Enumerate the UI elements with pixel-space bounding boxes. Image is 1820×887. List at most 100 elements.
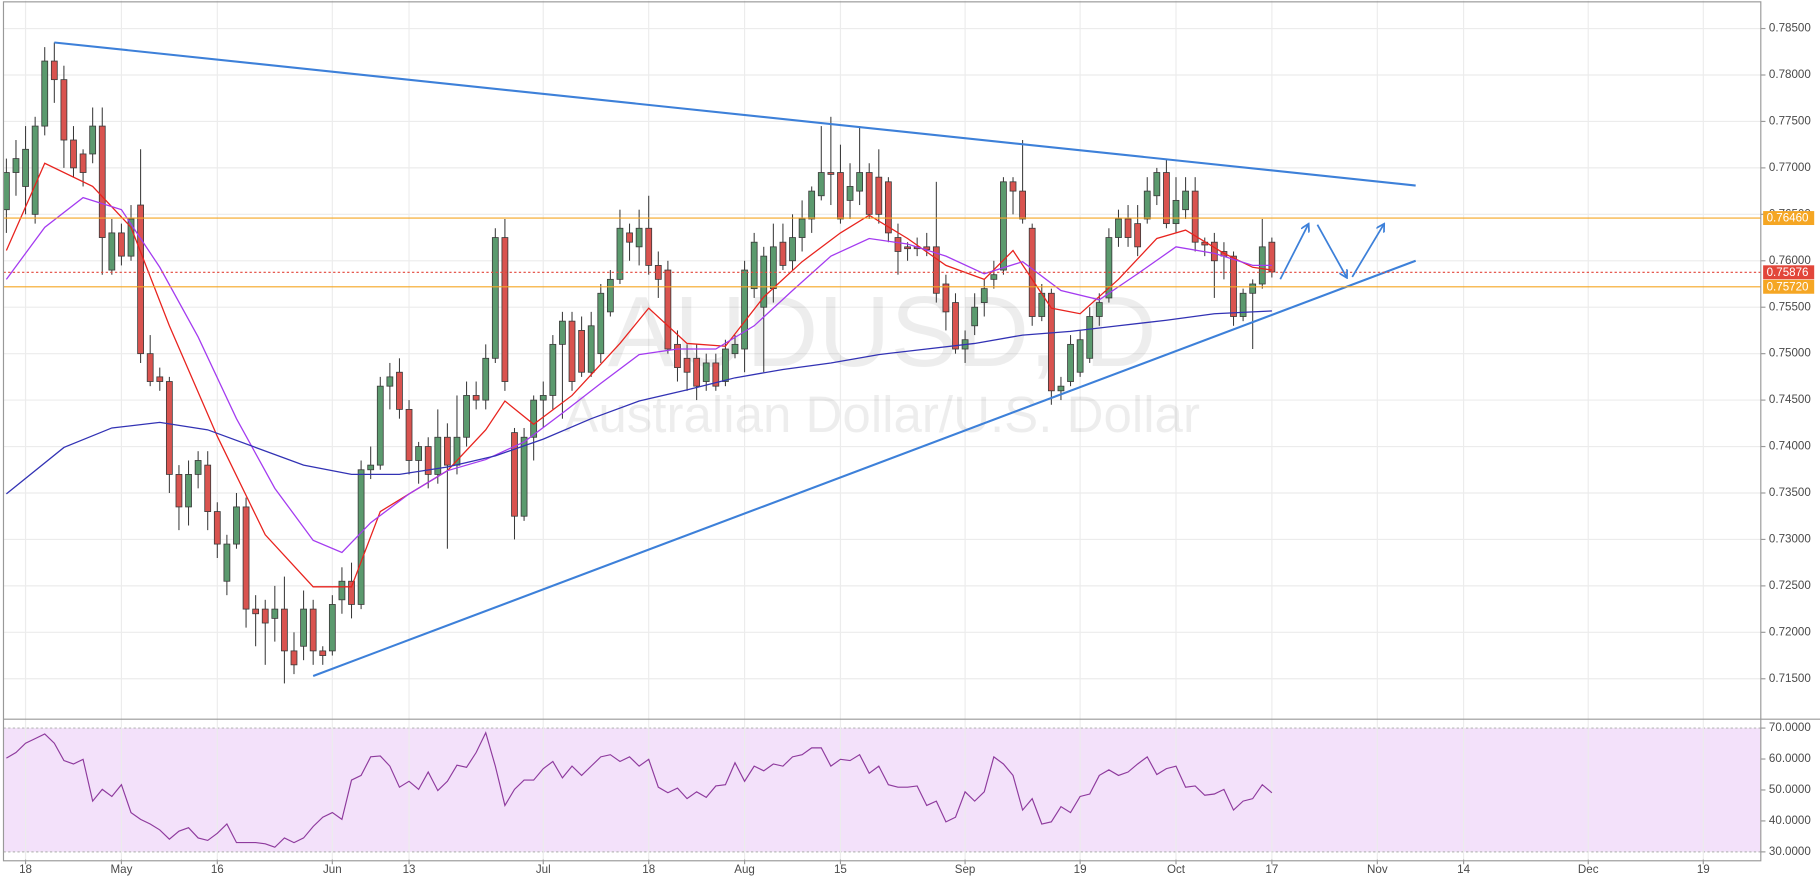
candle-body <box>808 190 816 220</box>
plot <box>3 41 1761 848</box>
candle-body <box>597 292 605 355</box>
candle-body <box>1086 316 1094 359</box>
candle-body <box>1268 241 1276 273</box>
price-flag-label: 0.75876 <box>1767 266 1809 279</box>
candle-body <box>1172 199 1180 225</box>
candle-body <box>290 650 298 666</box>
candle-body <box>1000 181 1007 271</box>
candle-body <box>146 353 154 382</box>
candle-body <box>952 302 959 350</box>
y-tick-label: 0.77000 <box>1769 161 1811 174</box>
candle-body <box>482 357 490 401</box>
candle-body <box>1076 339 1084 373</box>
price-flag-label: 0.76460 <box>1767 212 1809 225</box>
moving-average <box>5 196 1272 554</box>
candle-body <box>750 241 758 290</box>
candle-body <box>693 357 701 387</box>
candle-body <box>559 320 566 345</box>
candle-body <box>3 172 10 211</box>
candle-body <box>137 204 144 355</box>
candle-body <box>683 357 691 373</box>
candle-body <box>367 464 375 471</box>
candle-body <box>1191 190 1199 243</box>
price-flag <box>1763 279 1815 294</box>
candle-body <box>865 172 873 215</box>
projection-arrow <box>1316 224 1346 277</box>
frame <box>2 1 1762 862</box>
candle-body <box>789 237 796 262</box>
candle-body <box>118 232 125 257</box>
candle-body <box>904 246 911 250</box>
candle-body <box>606 278 614 313</box>
y-tick-label: 0.78000 <box>1769 68 1811 81</box>
candle-body <box>396 371 403 410</box>
candle-body <box>1249 283 1257 294</box>
candle-body <box>731 343 739 355</box>
candle-body <box>1057 385 1065 392</box>
candle-body <box>1105 237 1113 299</box>
candle-body <box>79 153 87 173</box>
price-flag-label: 0.75720 <box>1767 280 1809 293</box>
rsi-y-tick-label: 70.0000 <box>1769 721 1811 734</box>
candle-body <box>722 348 729 382</box>
candle-body <box>760 255 768 308</box>
candle-body <box>1239 292 1247 317</box>
rsi-y-tick-label: 60.0000 <box>1769 752 1811 765</box>
rsi-y-tick-label: 50.0000 <box>1769 783 1811 796</box>
candle-body <box>405 408 413 461</box>
candle-body <box>1115 218 1122 238</box>
candle-body <box>990 274 998 280</box>
moving-average <box>5 310 1272 495</box>
y-tick-label: 0.74000 <box>1769 440 1811 453</box>
candle-body <box>386 376 394 387</box>
price-flag <box>1763 265 1815 280</box>
candle-body <box>252 608 260 615</box>
candle-body <box>587 325 595 373</box>
candle-body <box>846 186 854 201</box>
y-tick-label: 0.73000 <box>1769 532 1811 545</box>
candle-body <box>549 343 557 396</box>
candle-body <box>779 241 787 266</box>
candle-body <box>856 172 864 192</box>
rsi-line <box>6 731 1273 848</box>
x-tick-label: Aug <box>734 863 755 876</box>
rsi-band <box>3 728 1761 852</box>
candle-body <box>530 399 538 438</box>
candle-body <box>424 446 432 475</box>
candle-body <box>1019 190 1026 220</box>
y-tick-label: 0.78500 <box>1769 22 1811 35</box>
x-tick-label: Jun <box>323 863 342 876</box>
candle-body <box>434 436 442 475</box>
candle-body <box>1124 218 1132 238</box>
candle-body <box>376 385 384 466</box>
candle-body <box>89 125 97 155</box>
candle-body <box>41 60 49 127</box>
moving-average <box>5 162 1272 588</box>
candle-body <box>281 608 288 652</box>
price-flag <box>1763 211 1815 226</box>
candle-body <box>319 650 327 656</box>
y-tick-label: 0.75500 <box>1769 300 1811 313</box>
y-tick-label: 0.75000 <box>1769 347 1811 360</box>
candle-body <box>50 60 58 81</box>
candle-body <box>309 608 317 652</box>
candle-body <box>741 269 748 350</box>
candle-body <box>1210 241 1218 262</box>
candle-body <box>712 362 720 387</box>
x-tick-label: 18 <box>642 863 655 876</box>
candle-body <box>578 330 585 373</box>
candle-body <box>511 432 518 517</box>
trend-line <box>312 259 1417 677</box>
y-tick-label: 0.76000 <box>1769 254 1811 267</box>
candle-body <box>328 604 336 652</box>
candle-body <box>769 246 777 290</box>
candle-body <box>213 511 221 545</box>
candle-body <box>942 283 950 313</box>
candle-body <box>1095 302 1103 317</box>
candle-body <box>1143 190 1151 220</box>
candle-body <box>233 506 240 545</box>
candle-body <box>491 237 499 359</box>
projection <box>1279 224 1383 280</box>
watermark-description: Australian Dollar/U.S. Dollar <box>564 386 1200 443</box>
